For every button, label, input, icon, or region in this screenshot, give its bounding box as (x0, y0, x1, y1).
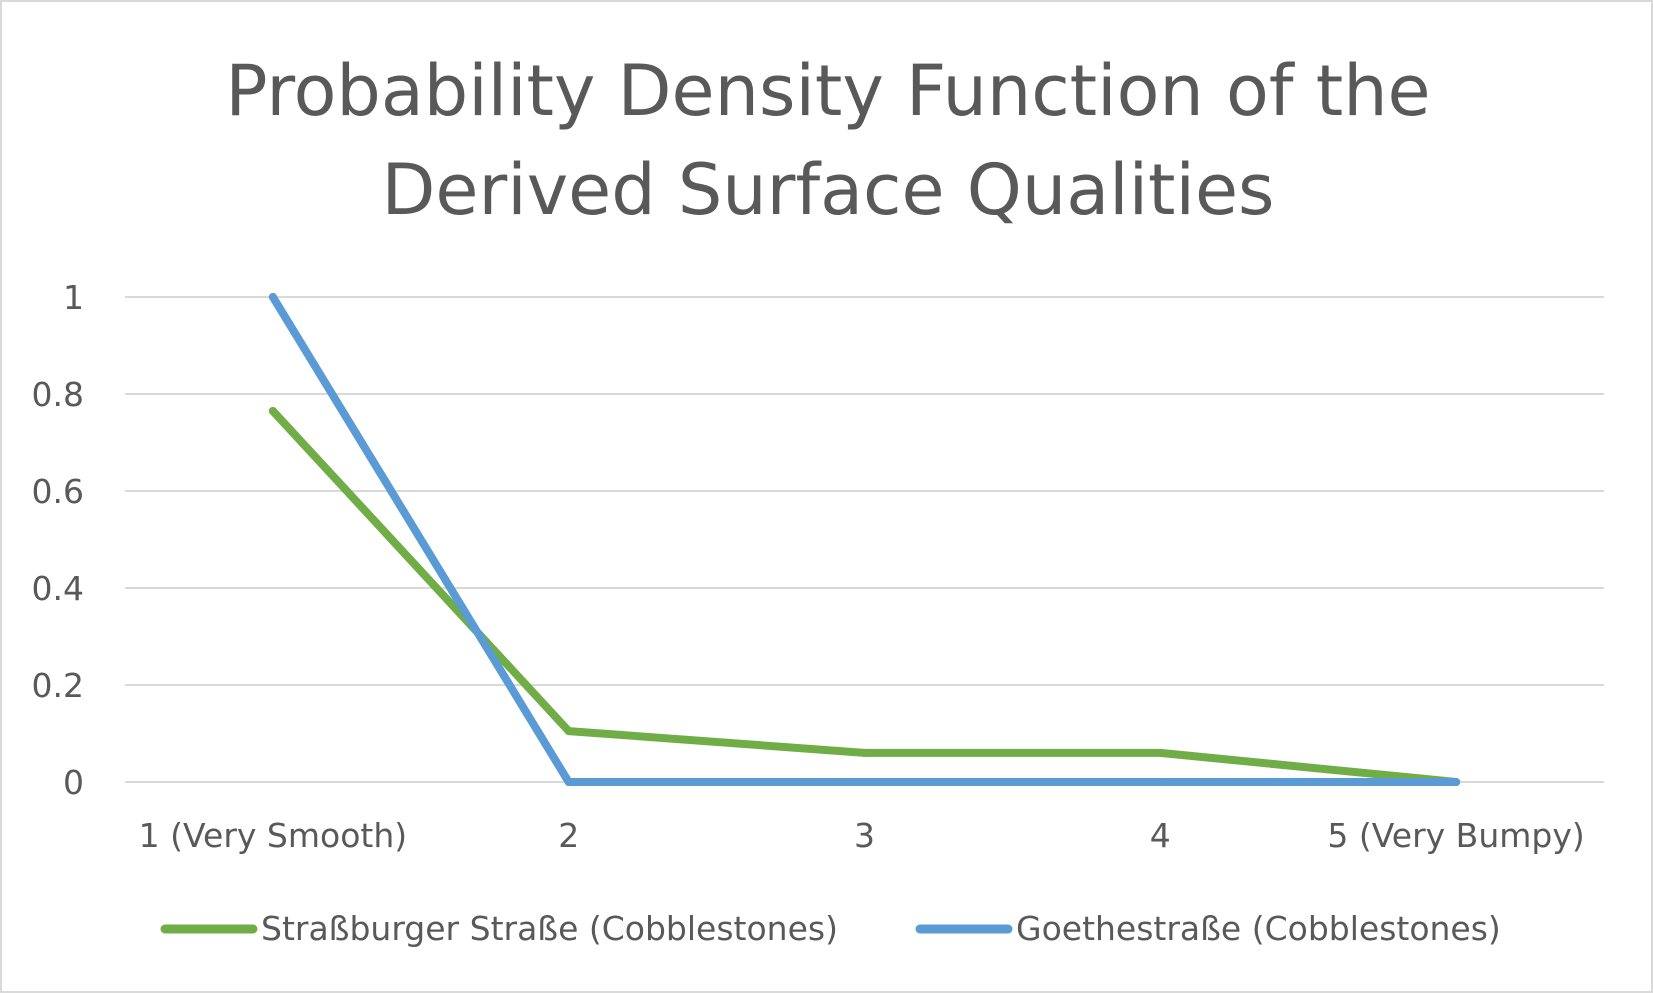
series-line (268, 406, 1461, 786)
data-point (564, 727, 573, 736)
data-point (860, 778, 869, 786)
series-goethestrasse (268, 293, 1461, 786)
series-line (268, 293, 1461, 786)
legend-item: Straßburger Straße (Cobblestones) (160, 909, 838, 948)
x-tick-label: 5 (Very Bumpy) (1327, 816, 1584, 855)
data-point (564, 778, 573, 786)
data-point (1156, 778, 1165, 786)
y-tick-label: 0.6 (32, 472, 84, 511)
x-axis-tick-labels: 1 (Very Smooth) 2 3 4 5 (Very Bumpy) (139, 816, 1585, 855)
legend: Straßburger Straße (Cobblestones) Goethes… (160, 909, 1501, 948)
data-point (268, 293, 277, 301)
data-point (1156, 748, 1165, 757)
y-tick-label: 0.4 (32, 569, 84, 608)
gridlines (125, 296, 1604, 783)
y-tick-label: 0 (63, 763, 84, 802)
data-point (860, 748, 869, 757)
legend-label: Straßburger Straße (Cobblestones) (261, 909, 838, 948)
chart-title-line-2: Derived Surface Qualities (382, 149, 1275, 231)
data-point (1452, 778, 1461, 786)
series-lines (268, 293, 1461, 786)
y-tick-label: 1 (63, 278, 84, 317)
legend-item: Goethestraße (Cobblestones) (915, 909, 1501, 948)
x-tick-label: 3 (854, 816, 875, 855)
y-tick-label: 0.8 (32, 375, 84, 414)
y-axis-tick-labels: 0 0.2 0.4 0.6 0.8 1 (32, 278, 84, 802)
data-point (268, 406, 277, 415)
x-tick-label: 4 (1150, 816, 1171, 855)
legend-label: Goethestraße (Cobblestones) (1016, 909, 1501, 948)
series-strassburger-strasse (268, 406, 1461, 786)
x-tick-label: 1 (Very Smooth) (139, 816, 407, 855)
y-tick-label: 0.2 (32, 666, 84, 705)
x-tick-label: 2 (558, 816, 579, 855)
chart-title: Probability Density Function of the Deri… (225, 50, 1430, 231)
chart-title-line-1: Probability Density Function of the (225, 50, 1430, 132)
